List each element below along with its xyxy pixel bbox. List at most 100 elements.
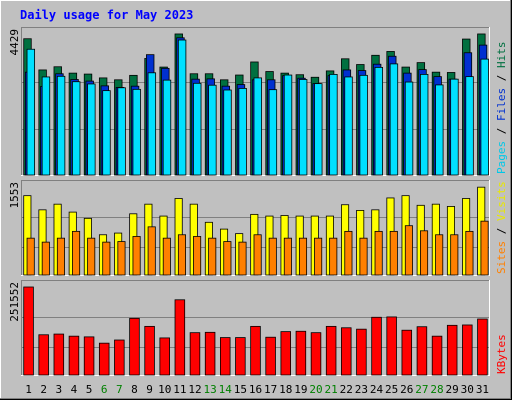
day-label-4: 4 (71, 383, 78, 396)
bar-kbytes-day-14 (219, 337, 231, 376)
bar-kbytes-day-22 (341, 327, 352, 376)
series-sites (26, 220, 489, 276)
day-label-27: 27 (415, 383, 428, 396)
bar-pages-day-5 (87, 83, 96, 176)
legend-entry: KBytes (495, 334, 508, 374)
bar-pages-day-18 (283, 74, 293, 176)
bar-sites-day-7 (117, 241, 126, 276)
bar-kbytes-day-25 (386, 316, 397, 376)
day-label-18: 18 (279, 383, 292, 396)
day-label-17: 17 (264, 383, 277, 396)
legend-entry: Visits (495, 181, 508, 221)
bar-sites-day-11 (177, 234, 186, 276)
bar-sites-day-27 (420, 230, 429, 276)
bar-sites-day-24 (374, 230, 383, 276)
bar-kbytes-day-31 (477, 318, 488, 376)
day-label-29: 29 (446, 383, 459, 396)
chart-title: Daily usage for May 2023 (20, 8, 193, 22)
day-label-25: 25 (385, 383, 398, 396)
day-label-16: 16 (249, 383, 262, 396)
day-label-8: 8 (131, 383, 138, 396)
day-label-14: 14 (219, 383, 233, 396)
day-label-19: 19 (294, 383, 307, 396)
bar-sites-day-10 (162, 237, 171, 276)
panel-visits-sites: 1553 Sites / Visits (8, 180, 508, 276)
bar-pages-day-19 (298, 79, 308, 176)
panel-hits-files-pages: 4429 Pages / Files / Hits (8, 27, 508, 176)
max-value-label: 4429 (8, 29, 21, 56)
bar-pages-day-12 (193, 82, 202, 176)
bar-pages-day-7 (117, 87, 126, 176)
bar-pages-day-3 (56, 75, 66, 176)
bar-kbytes-day-24 (371, 316, 382, 376)
bar-kbytes-day-11 (174, 299, 186, 376)
bar-kbytes-day-26 (401, 329, 413, 376)
legend-entry: Sites (495, 241, 508, 274)
bar-sites-day-22 (344, 230, 353, 276)
day-label-21: 21 (325, 383, 338, 396)
bar-sites-day-31 (480, 220, 489, 276)
bar-sites-day-6 (102, 241, 111, 276)
bar-kbytes-day-3 (53, 333, 65, 376)
bar-sites-day-17 (268, 237, 277, 276)
legend: KBytes (495, 334, 508, 374)
bar-kbytes-day-21 (325, 325, 337, 376)
day-label-1: 1 (25, 383, 32, 396)
bar-pages-day-25 (389, 63, 399, 176)
day-label-30: 30 (461, 383, 474, 396)
bar-sites-day-3 (56, 237, 65, 276)
bar-sites-day-20 (314, 237, 323, 276)
bar-pages-day-15 (238, 88, 247, 176)
bar-sites-day-13 (208, 237, 217, 276)
bar-kbytes-day-8 (129, 317, 140, 376)
bar-sites-day-9 (147, 226, 156, 276)
bar-pages-day-27 (420, 74, 429, 176)
day-label-7: 7 (116, 383, 123, 396)
day-label-3: 3 (56, 383, 63, 396)
bar-sites-day-2 (41, 241, 50, 276)
legend-entry: Files (495, 88, 508, 121)
legend-entry: / (495, 121, 508, 141)
series-pages (26, 39, 489, 176)
bar-pages-day-21 (329, 74, 338, 176)
legend-entry: Hits (495, 42, 508, 69)
bar-sites-day-4 (72, 230, 81, 276)
bar-kbytes-day-15 (235, 337, 246, 376)
panel-kbytes: 251552 KBytes (8, 280, 508, 376)
bar-sites-day-19 (298, 237, 308, 276)
bar-pages-day-17 (268, 89, 278, 176)
bar-pages-day-6 (102, 90, 111, 176)
bar-sites-day-12 (193, 236, 202, 276)
bar-kbytes-day-4 (68, 335, 80, 376)
bar-pages-day-9 (147, 72, 157, 176)
bar-kbytes-day-1 (23, 286, 34, 376)
bar-sites-day-8 (132, 236, 141, 276)
bar-pages-day-11 (177, 39, 187, 176)
legend-entry: Pages (495, 141, 508, 174)
bar-kbytes-day-23 (356, 328, 367, 376)
max-value-label: 251552 (8, 282, 21, 322)
bar-sites-day-30 (465, 230, 474, 276)
legend: Pages / Files / Hits (495, 42, 508, 175)
bar-kbytes-day-29 (446, 324, 458, 376)
bar-kbytes-day-12 (189, 332, 201, 376)
bar-pages-day-31 (480, 58, 489, 176)
day-label-28: 28 (430, 383, 443, 396)
bar-kbytes-day-28 (431, 335, 443, 376)
bar-pages-day-23 (359, 74, 368, 176)
bar-sites-day-1 (26, 237, 35, 276)
bar-pages-day-30 (465, 76, 474, 176)
day-label-10: 10 (158, 383, 171, 396)
bar-sites-day-23 (359, 237, 368, 276)
bar-kbytes-day-19 (295, 330, 307, 376)
bar-kbytes-day-16 (250, 325, 261, 376)
bar-pages-day-28 (435, 84, 444, 176)
bar-kbytes-day-27 (416, 326, 428, 376)
bar-pages-day-20 (314, 83, 323, 176)
day-label-12: 12 (188, 383, 201, 396)
bar-pages-day-22 (344, 76, 353, 176)
bar-pages-day-4 (72, 81, 81, 176)
bar-pages-day-13 (208, 84, 217, 176)
max-value-label: 1553 (8, 182, 21, 209)
